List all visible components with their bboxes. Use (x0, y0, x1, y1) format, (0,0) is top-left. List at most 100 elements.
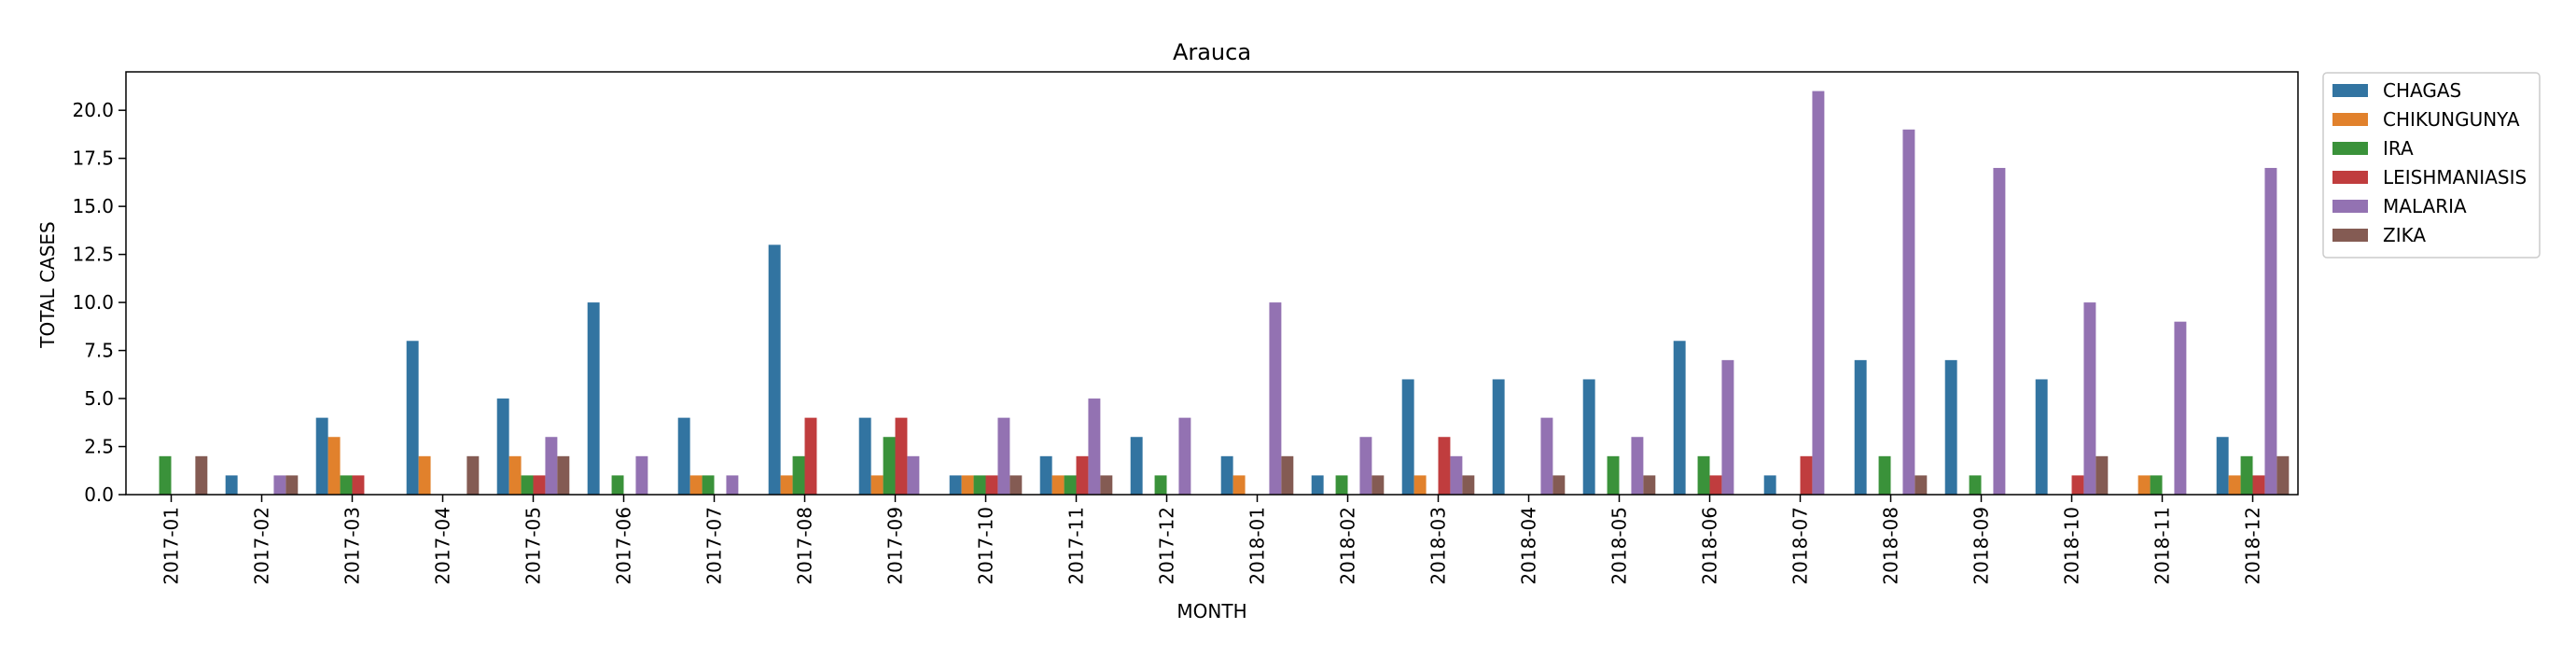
x-tick-label: 2018-02 (1337, 507, 1359, 585)
bar-malaria-2018-03 (1450, 455, 1463, 495)
bar-zika-2017-05 (557, 455, 570, 495)
bar-chagas-2018-06 (1673, 341, 1686, 495)
x-tick-label: 2017-10 (975, 507, 997, 585)
y-axis-title: TOTAL CASES (36, 221, 59, 348)
bar-chagas-2017-06 (587, 302, 600, 495)
bar-chagas-2018-05 (1582, 379, 1595, 495)
bar-chagas-2018-10 (2035, 379, 2048, 495)
x-tick-label: 2017-07 (703, 507, 726, 585)
bar-malaria-2018-04 (1540, 417, 1553, 495)
bar-chikungunya-2017-11 (1051, 475, 1065, 495)
bar-chagas-2017-04 (406, 341, 419, 495)
x-tick-label: 2018-08 (1880, 507, 1902, 585)
x-tick-label: 2017-03 (341, 507, 364, 585)
bar-zika-2018-10 (2096, 455, 2109, 495)
bar-chikungunya-2018-03 (1413, 475, 1427, 495)
x-tick-label: 2018-03 (1427, 507, 1450, 585)
bar-malaria-2018-12 (2264, 167, 2277, 496)
legend-swatch-leishmaniasis (2332, 171, 2368, 184)
bar-ira-2017-09 (883, 437, 896, 495)
bar-malaria-2017-06 (635, 455, 648, 495)
bar-ira-2017-05 (521, 475, 534, 495)
bar-leishmaniasis-2017-11 (1076, 455, 1089, 495)
bar-chagas-2017-02 (225, 475, 238, 495)
x-tick-label: 2018-04 (1518, 507, 1540, 585)
bar-leishmaniasis-2018-06 (1709, 475, 1722, 495)
plot-frame (125, 71, 2299, 496)
bar-zika-2017-11 (1100, 475, 1113, 495)
bar-zika-2017-01 (195, 455, 208, 495)
bar-malaria-2018-05 (1631, 437, 1644, 495)
bar-malaria-2017-12 (1178, 417, 1191, 495)
bar-chagas-2017-11 (1039, 455, 1052, 495)
y-tick-label: 15.0 (72, 195, 114, 217)
bar-ira-2017-03 (340, 475, 353, 495)
bar-chikungunya-2017-10 (961, 475, 974, 495)
x-tick-label: 2018-07 (1789, 507, 1812, 585)
bar-chikungunya-2018-11 (2137, 475, 2151, 495)
x-tick-label: 2017-06 (613, 507, 635, 585)
x-tick-label: 2018-01 (1246, 507, 1269, 585)
x-tick-label: 2017-04 (432, 507, 454, 585)
bar-malaria-2018-08 (1902, 129, 1915, 496)
bar-ira-2017-12 (1154, 475, 1167, 495)
bar-malaria-2018-10 (2083, 302, 2096, 495)
legend-label-malaria: MALARIA (2383, 195, 2467, 217)
bar-malaria-2017-05 (545, 437, 558, 495)
bar-ira-2018-12 (2240, 455, 2253, 495)
x-tick-label: 2017-05 (522, 507, 545, 585)
bar-ira-2017-10 (973, 475, 986, 495)
x-tick-label: 2018-05 (1608, 507, 1631, 585)
bar-chikungunya-2017-07 (689, 475, 703, 495)
bar-ira-2018-06 (1697, 455, 1710, 495)
legend-swatch-malaria (2332, 200, 2368, 213)
bar-malaria-2018-09 (1993, 167, 2006, 496)
bar-leishmaniasis-2018-03 (1438, 437, 1451, 495)
bar-leishmaniasis-2018-10 (2071, 475, 2084, 495)
bar-chagas-2018-02 (1311, 475, 1324, 495)
bar-zika-2018-03 (1462, 475, 1475, 495)
x-tick-label: 2018-12 (2242, 507, 2264, 585)
bar-ira-2018-09 (1969, 475, 1982, 495)
bar-chagas-2018-07 (1763, 475, 1776, 495)
bar-malaria-2018-06 (1721, 359, 1734, 495)
bar-chagas-2017-12 (1130, 437, 1143, 495)
bar-leishmaniasis-2017-03 (352, 475, 365, 495)
y-axis: 0.0 2.5 5.0 7.5 10.0 12.5 15.0 17.5 20.0 (72, 99, 126, 506)
x-tick-label: 2017-01 (160, 507, 183, 585)
legend-swatch-chikungunya (2332, 113, 2368, 126)
bar-zika-2018-08 (1915, 475, 1928, 495)
bar-chagas-2017-05 (496, 398, 509, 495)
bar-chikungunya-2017-08 (780, 475, 793, 495)
x-tick-label: 2017-08 (794, 507, 816, 585)
bar-ira-2017-06 (611, 475, 624, 495)
bar-ira-2018-02 (1335, 475, 1348, 495)
legend: CHAGAS CHIKUNGUNYA IRA LEISHMANIASIS MALARIA… (2322, 72, 2541, 259)
bar-leishmaniasis-2018-07 (1800, 455, 1813, 495)
bar-malaria-2017-09 (907, 455, 920, 495)
bar-chagas-2018-01 (1220, 455, 1233, 495)
bar-malaria-2018-02 (1359, 437, 1372, 495)
bar-chikungunya-2018-01 (1232, 475, 1246, 495)
y-tick-label: 2.5 (84, 436, 114, 458)
y-tick-label: 17.5 (72, 147, 114, 170)
bar-zika-2018-05 (1643, 475, 1656, 495)
bar-chikungunya-2018-12 (2228, 475, 2241, 495)
bar-chagas-2018-08 (1854, 359, 1867, 495)
bar-malaria-2018-07 (1812, 91, 1825, 495)
plot-area (159, 91, 2290, 496)
bar-zika-2017-02 (285, 475, 299, 495)
legend-label-chagas: CHAGAS (2383, 79, 2461, 102)
bar-ira-2018-08 (1878, 455, 1891, 495)
y-tick-label: 10.0 (72, 291, 114, 314)
x-tick-label: 2017-02 (251, 507, 273, 585)
bar-ira-2018-05 (1607, 455, 1620, 495)
bar-ira-2017-08 (792, 455, 805, 495)
bar-chagas-2018-09 (1944, 359, 1957, 495)
bar-zika-2018-04 (1553, 475, 1566, 495)
bar-chagas-2017-10 (949, 475, 962, 495)
legend-swatch-ira (2332, 142, 2368, 155)
bar-leishmaniasis-2017-10 (985, 475, 998, 495)
legend-label-leishmaniasis: LEISHMANIASIS (2383, 166, 2527, 189)
